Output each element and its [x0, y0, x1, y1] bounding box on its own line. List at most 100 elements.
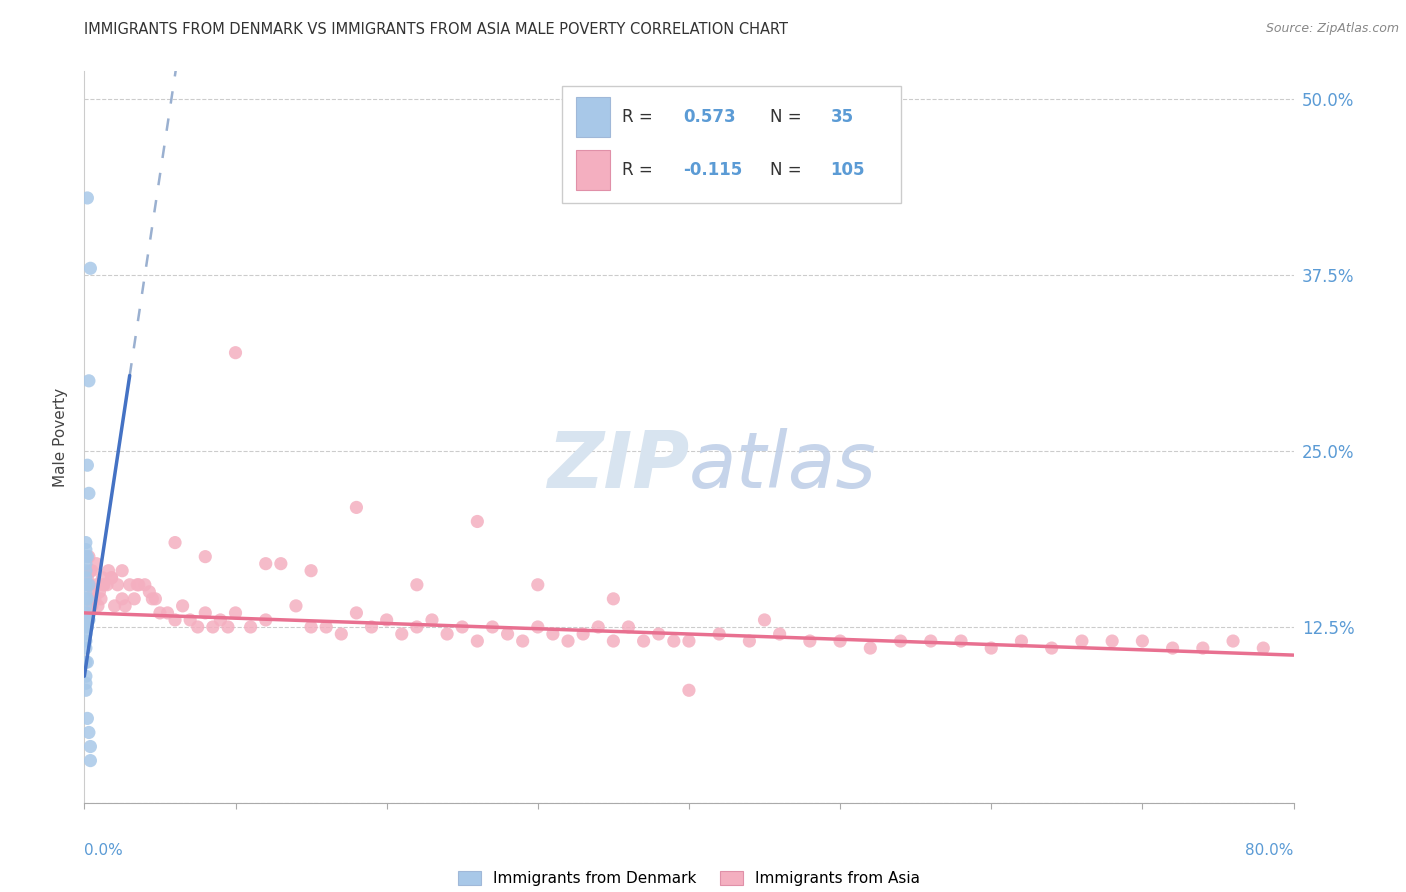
- Point: [76, 620, 98, 634]
- Point: [75, 542, 97, 557]
- Point: [541, 627, 564, 641]
- Point: [77, 374, 100, 388]
- Point: [80, 564, 103, 578]
- Point: [678, 683, 700, 698]
- Text: R =: R =: [623, 108, 658, 126]
- Point: [82, 584, 104, 599]
- Point: [76, 549, 98, 564]
- Point: [360, 620, 382, 634]
- Point: [315, 620, 337, 634]
- Point: [128, 578, 150, 592]
- Point: [89, 584, 111, 599]
- Point: [1192, 641, 1215, 656]
- Point: [118, 578, 141, 592]
- Point: [111, 591, 134, 606]
- Point: [75, 599, 97, 613]
- Point: [375, 613, 398, 627]
- Point: [77, 549, 100, 564]
- Point: [1130, 634, 1153, 648]
- Point: [75, 584, 97, 599]
- Point: [179, 613, 201, 627]
- Point: [467, 634, 489, 648]
- Point: [1161, 641, 1184, 656]
- Point: [165, 613, 187, 627]
- Point: [76, 191, 98, 205]
- Point: [91, 578, 114, 592]
- Point: [527, 620, 550, 634]
- Point: [201, 620, 224, 634]
- Point: [134, 578, 156, 592]
- Point: [79, 564, 101, 578]
- Point: [138, 584, 160, 599]
- Point: [859, 641, 882, 656]
- Text: N =: N =: [770, 161, 807, 179]
- Text: atlas: atlas: [689, 428, 877, 504]
- Point: [127, 578, 149, 592]
- Point: [75, 535, 97, 549]
- FancyBboxPatch shape: [576, 96, 610, 136]
- Point: [830, 634, 852, 648]
- Text: 80.0%: 80.0%: [1246, 843, 1294, 858]
- Text: 0.573: 0.573: [683, 108, 735, 126]
- Legend: Immigrants from Denmark, Immigrants from Asia: Immigrants from Denmark, Immigrants from…: [453, 865, 925, 892]
- Point: [239, 620, 262, 634]
- Point: [187, 620, 209, 634]
- Point: [149, 606, 172, 620]
- Text: 0.0%: 0.0%: [84, 843, 124, 858]
- Point: [709, 627, 731, 641]
- Point: [141, 591, 163, 606]
- Point: [111, 564, 134, 578]
- Point: [194, 606, 217, 620]
- Point: [420, 613, 443, 627]
- Point: [75, 571, 97, 585]
- Point: [346, 500, 368, 515]
- Point: [648, 627, 671, 641]
- Point: [209, 613, 232, 627]
- Point: [1253, 641, 1275, 656]
- Point: [93, 578, 115, 592]
- Point: [96, 578, 118, 592]
- Point: [1040, 641, 1063, 656]
- Point: [122, 591, 145, 606]
- Point: [76, 571, 98, 585]
- Point: [678, 634, 700, 648]
- Point: [346, 606, 368, 620]
- Point: [76, 591, 98, 606]
- Point: [602, 634, 624, 648]
- Point: [299, 564, 322, 578]
- Point: [75, 627, 97, 641]
- Point: [77, 578, 100, 592]
- Point: [572, 627, 595, 641]
- Point: [254, 557, 277, 571]
- Text: 105: 105: [831, 161, 865, 179]
- Point: [77, 725, 100, 739]
- Point: [80, 599, 103, 613]
- Point: [299, 620, 322, 634]
- Point: [75, 591, 97, 606]
- Point: [87, 599, 110, 613]
- Point: [285, 599, 308, 613]
- Point: [75, 613, 97, 627]
- Point: [769, 627, 792, 641]
- Point: [104, 599, 127, 613]
- Point: [254, 613, 277, 627]
- Point: [225, 345, 247, 359]
- Point: [100, 571, 122, 585]
- Point: [330, 627, 353, 641]
- Point: [75, 641, 97, 656]
- Point: [79, 754, 101, 768]
- Point: [156, 606, 179, 620]
- Point: [451, 620, 474, 634]
- Text: Source: ZipAtlas.com: Source: ZipAtlas.com: [1265, 22, 1399, 36]
- Point: [602, 591, 624, 606]
- Point: [90, 591, 112, 606]
- Point: [100, 571, 122, 585]
- Point: [557, 634, 579, 648]
- Point: [172, 599, 194, 613]
- Point: [512, 634, 534, 648]
- Point: [194, 549, 217, 564]
- Point: [75, 655, 97, 669]
- Point: [114, 599, 136, 613]
- Point: [79, 261, 101, 276]
- Point: [75, 578, 97, 592]
